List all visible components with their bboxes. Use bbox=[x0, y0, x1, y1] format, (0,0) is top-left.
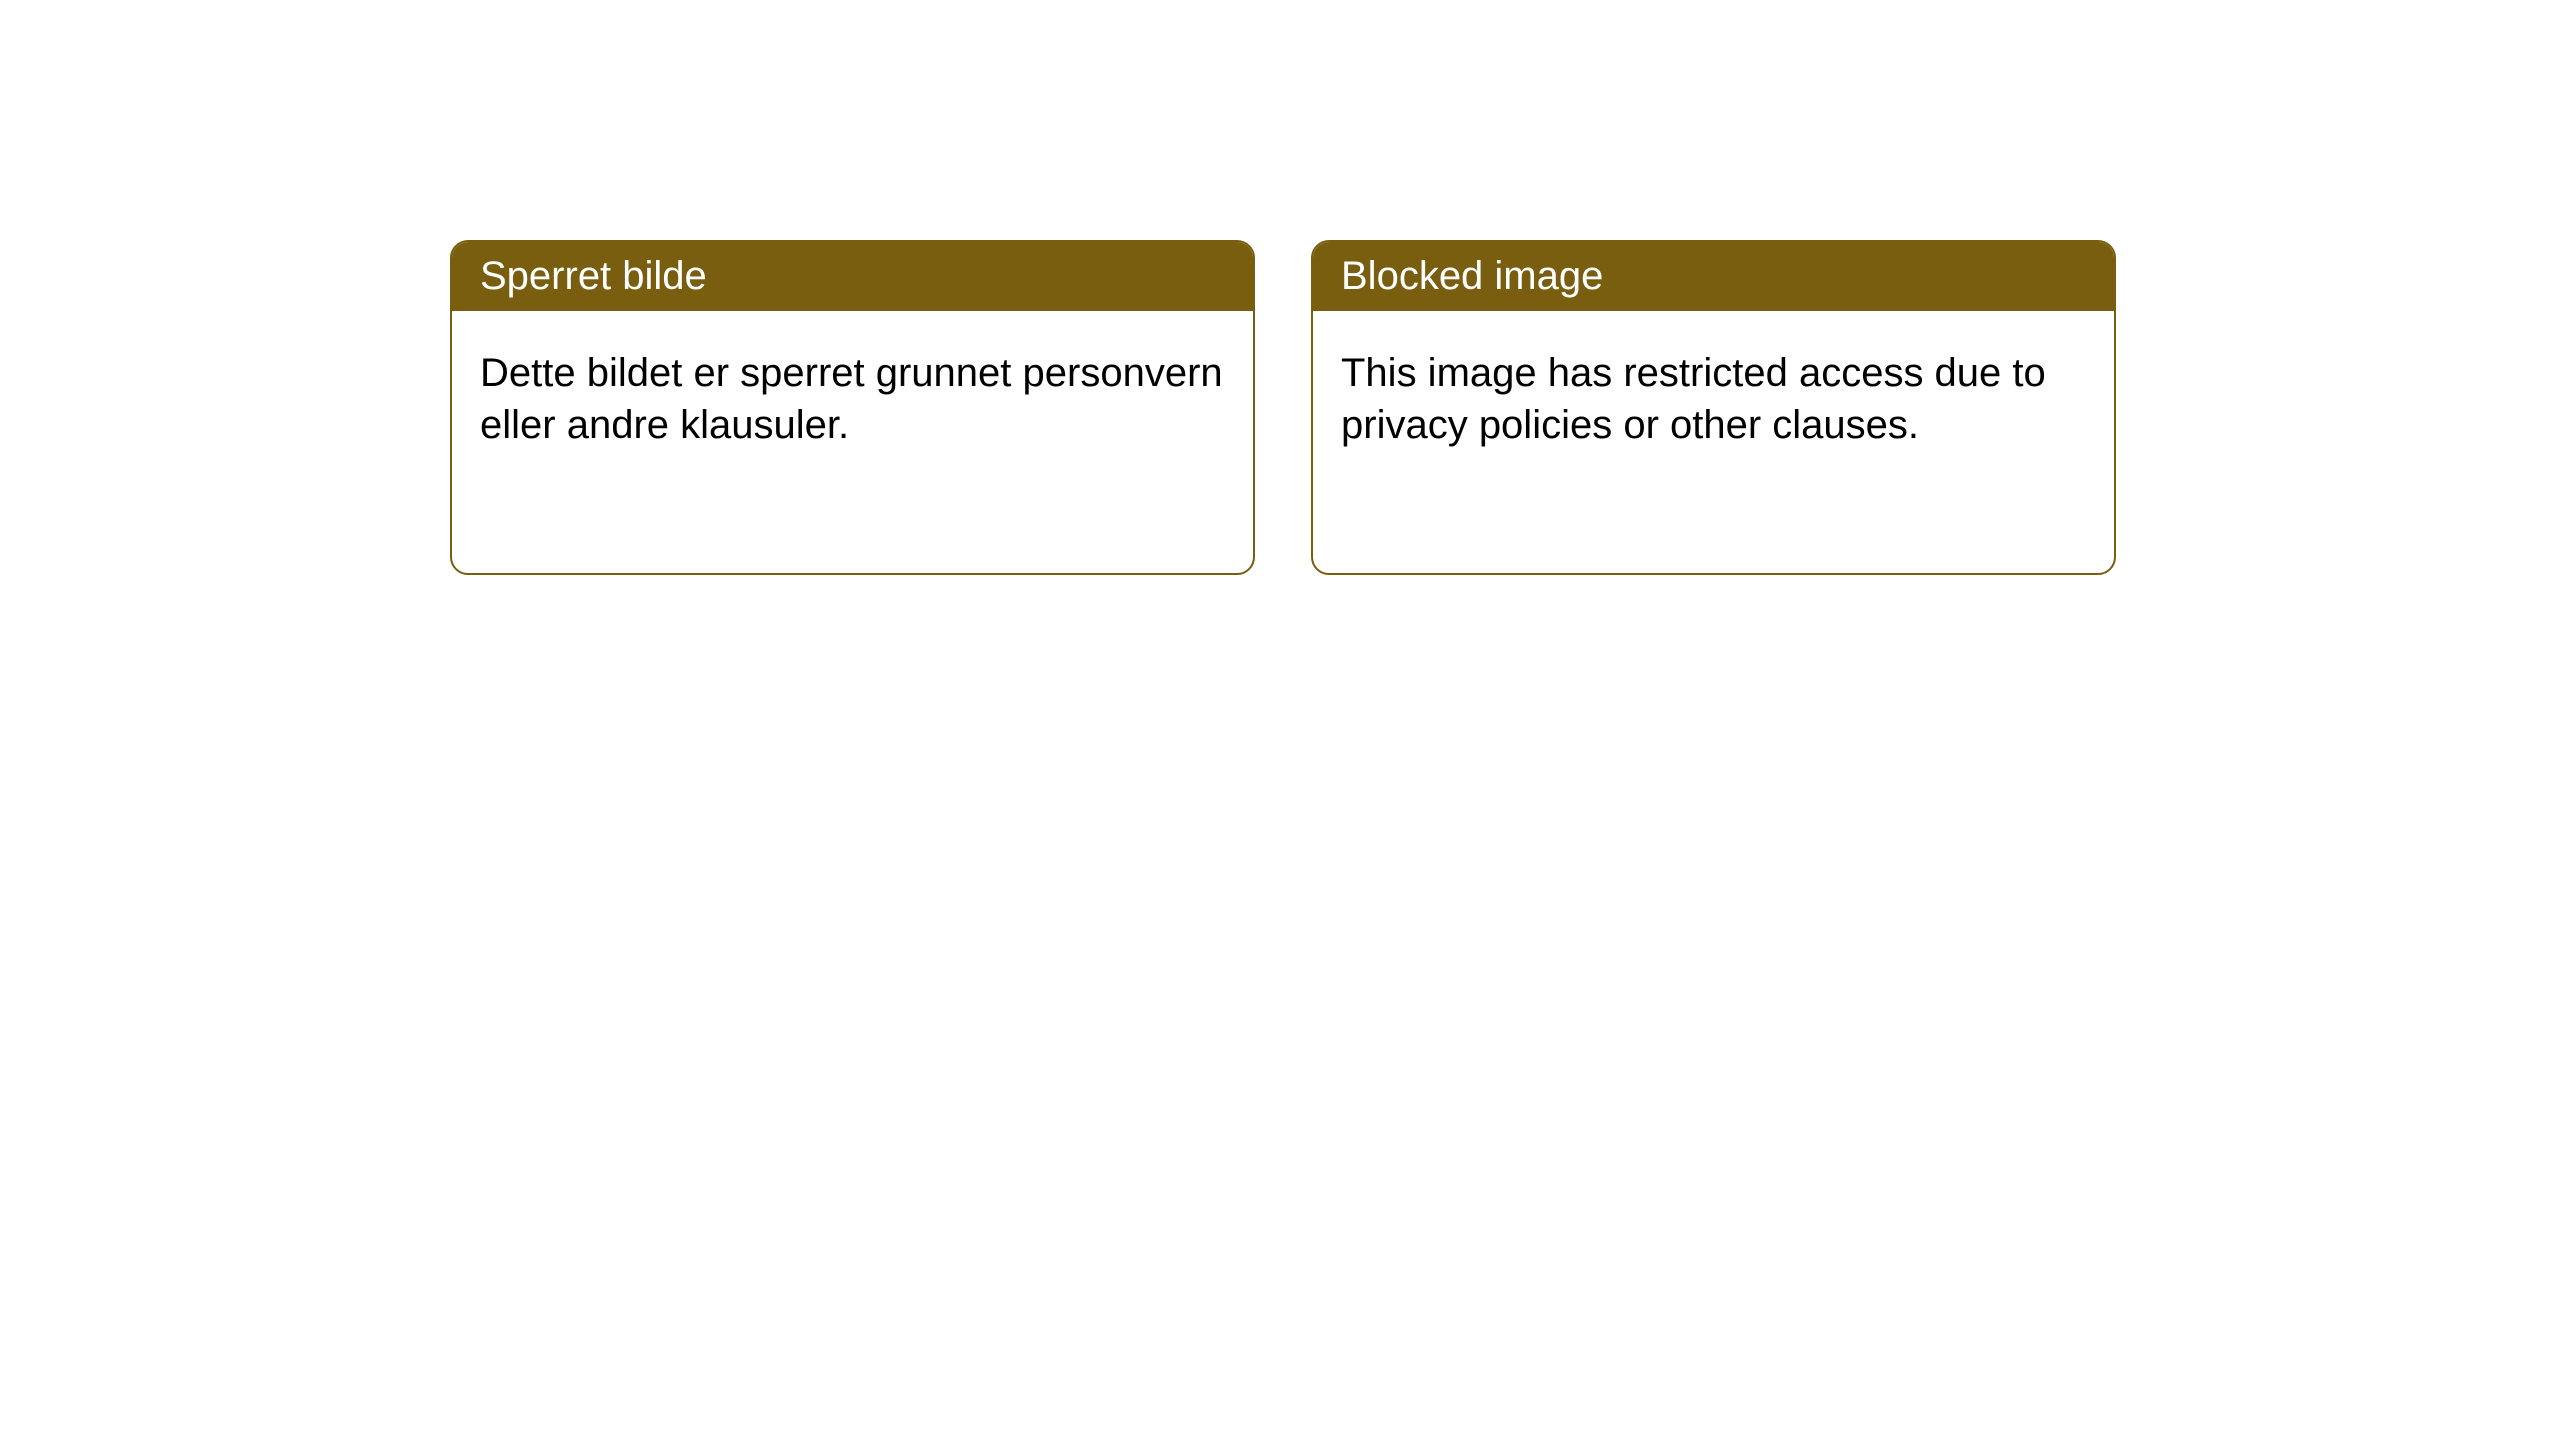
card-title: Blocked image bbox=[1341, 254, 1603, 298]
card-body-text: Dette bildet er sperret grunnet personve… bbox=[480, 351, 1223, 447]
card-header: Blocked image bbox=[1313, 242, 2114, 311]
card-title: Sperret bilde bbox=[480, 254, 707, 298]
notice-card-norwegian: Sperret bilde Dette bildet er sperret gr… bbox=[450, 240, 1255, 575]
card-body: Dette bildet er sperret grunnet personve… bbox=[452, 311, 1253, 487]
notice-card-english: Blocked image This image has restricted … bbox=[1311, 240, 2116, 575]
card-body-text: This image has restricted access due to … bbox=[1341, 351, 2046, 447]
notice-container: Sperret bilde Dette bildet er sperret gr… bbox=[0, 0, 2560, 575]
card-header: Sperret bilde bbox=[452, 242, 1253, 311]
card-body: This image has restricted access due to … bbox=[1313, 311, 2114, 487]
